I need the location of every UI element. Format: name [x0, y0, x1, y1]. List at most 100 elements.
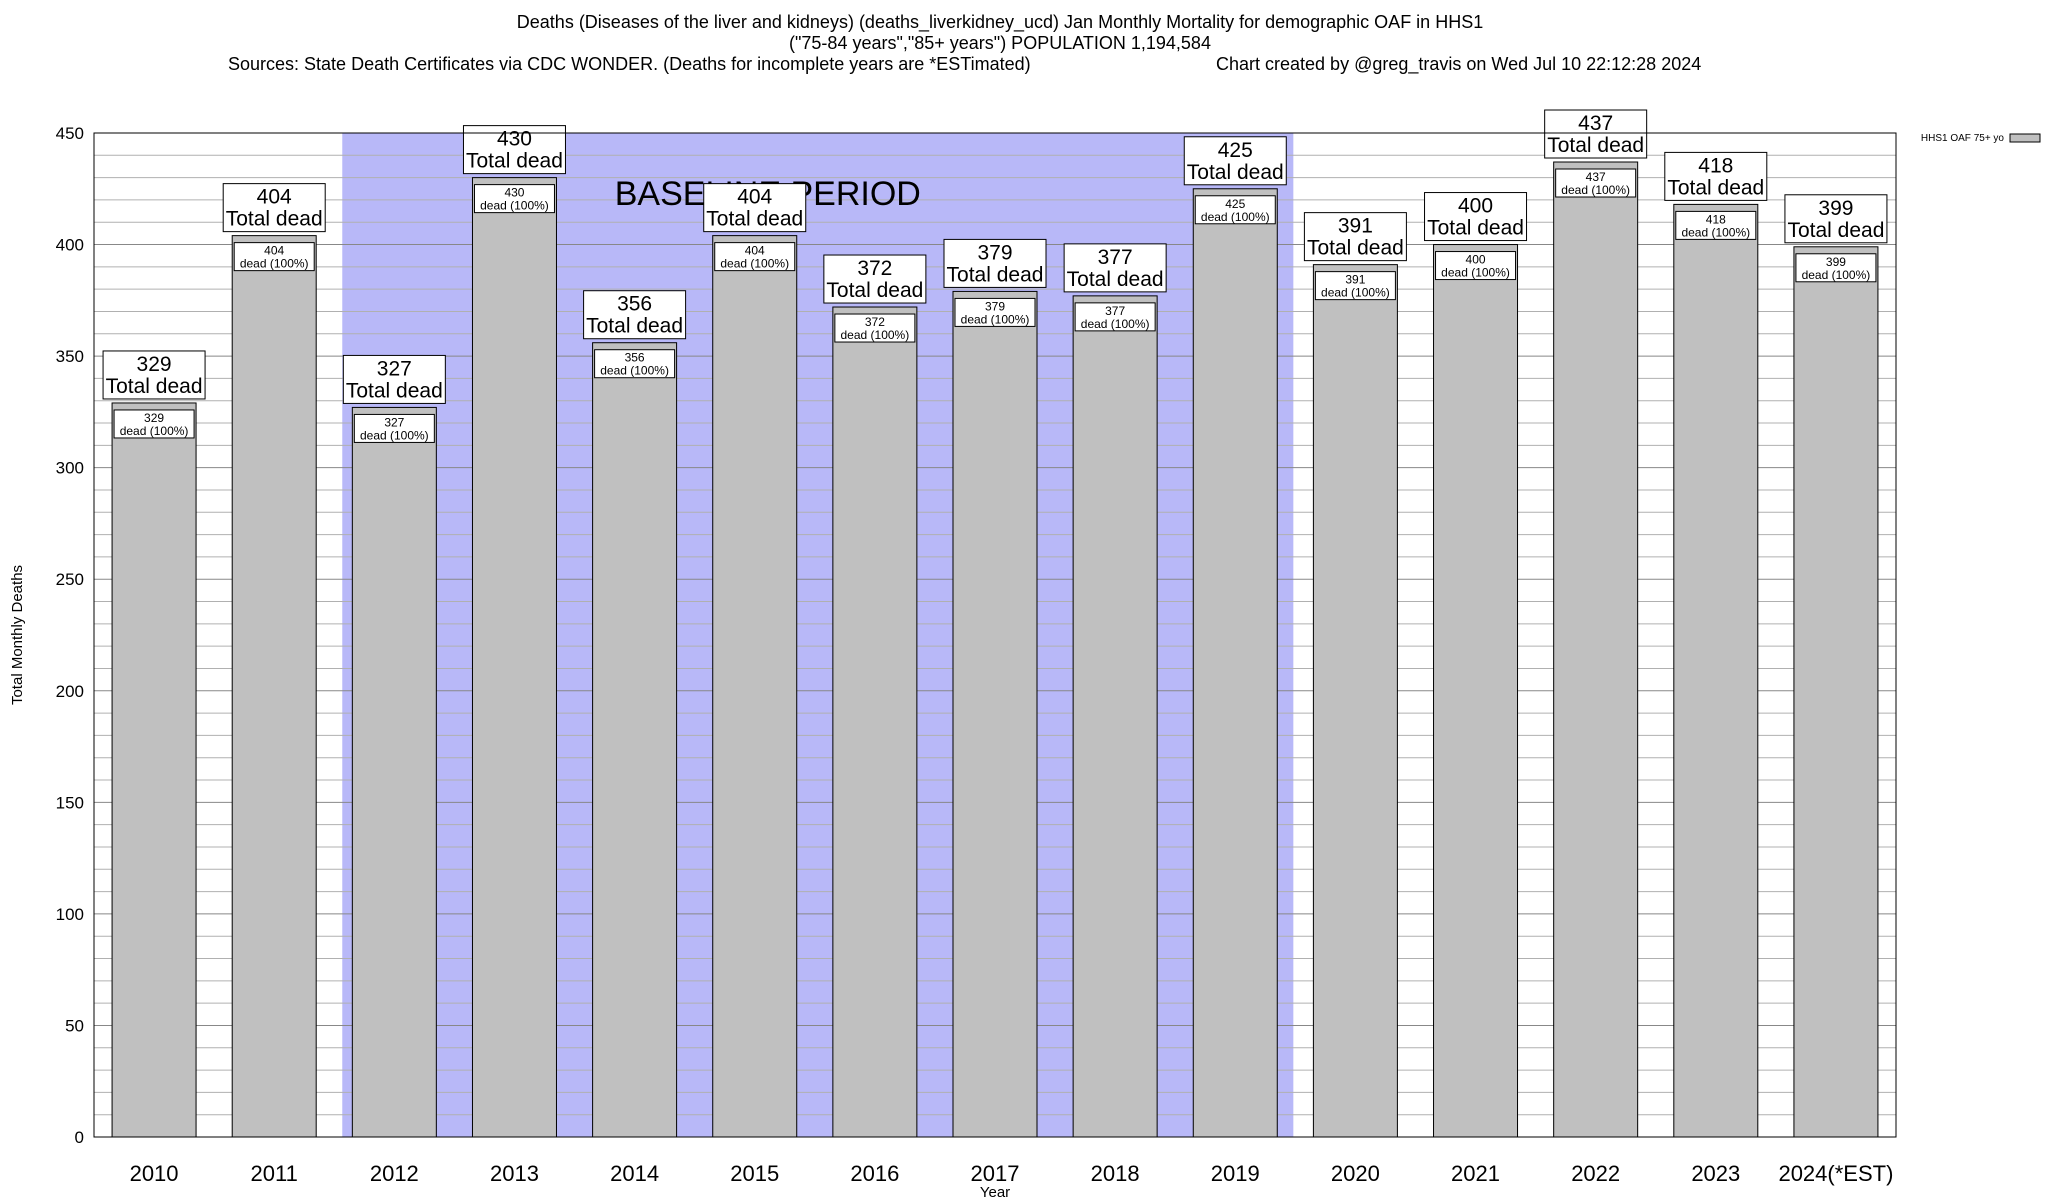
bar-inner-label: dead (100%)	[360, 428, 429, 442]
bar-inner-value: 377	[1105, 304, 1125, 318]
bar	[1793, 246, 1879, 1138]
bar-total-value: 404	[257, 186, 292, 209]
bar-total-value: 391	[1338, 215, 1373, 238]
bar-inner-label-box	[1074, 302, 1156, 332]
bar	[111, 402, 197, 1138]
y-tick-label: 50	[65, 1016, 84, 1035]
bar-total-label: Total dead	[1547, 134, 1644, 157]
legend-label: HHS1 OAF 75+ yo	[1921, 133, 2005, 144]
bar-inner-value: 400	[1466, 253, 1486, 267]
bar-total-value: 400	[1458, 195, 1493, 218]
bar-total-label: Total dead	[586, 315, 683, 338]
bar-total-label-box	[102, 350, 206, 400]
x-tick-label: 2020	[1331, 1161, 1380, 1186]
bar-inner-label: dead (100%)	[600, 364, 669, 378]
bar-inner-value: 404	[264, 244, 284, 258]
bar-total-label: Total dead	[1427, 217, 1524, 240]
bar-total-label: Total dead	[1787, 219, 1884, 242]
bar-inner-value: 418	[1706, 212, 1726, 226]
bar	[1312, 264, 1398, 1138]
bar-inner-label-box	[1555, 168, 1637, 198]
bar-inner-label: dead (100%)	[720, 257, 789, 271]
bar-total-value: 356	[617, 293, 652, 316]
bar-inner-label-box	[714, 242, 796, 272]
y-tick-label: 300	[56, 459, 84, 478]
bar-total-label: Total dead	[1067, 268, 1164, 291]
y-tick-label: 150	[56, 793, 84, 812]
bar-inner-label-box	[233, 242, 315, 272]
bar-inner-value: 399	[1826, 255, 1846, 269]
bar-total-value: 327	[377, 357, 412, 380]
bar-total-label: Total dead	[466, 150, 563, 173]
bar-total-label-box	[703, 183, 807, 233]
bar	[1673, 203, 1759, 1138]
bar-total-label: Total dead	[1307, 237, 1404, 260]
bar	[351, 406, 437, 1138]
x-axis-title: Year	[980, 1184, 1010, 1200]
bar-total-label: Total dead	[106, 375, 203, 398]
bar-total-value: 418	[1698, 154, 1733, 177]
x-tick-label: 2023	[1691, 1161, 1740, 1186]
bar-inner-value: 327	[384, 415, 404, 429]
bar-total-label-box	[342, 354, 446, 404]
y-tick-label: 400	[56, 236, 84, 255]
bar-inner-label-box	[954, 297, 1036, 327]
x-tick-label: 2011	[251, 1161, 298, 1186]
bar-total-label-box	[462, 125, 566, 175]
bar-inner-value: 356	[625, 351, 645, 365]
bar-total-label: Total dead	[346, 379, 443, 402]
bar-total-label: Total dead	[1187, 161, 1284, 184]
bar	[592, 342, 678, 1138]
bar-inner-label: dead (100%)	[1081, 317, 1150, 331]
x-tick-label: 2017	[971, 1161, 1020, 1186]
bar-inner-label-box	[473, 184, 555, 214]
bar-inner-label-box	[594, 349, 676, 379]
bar-inner-label-box	[1675, 210, 1757, 240]
bar	[1192, 188, 1278, 1138]
bar-total-label: Total dead	[947, 263, 1044, 286]
bar-total-label-box	[943, 238, 1047, 288]
bar	[1553, 161, 1639, 1138]
bar	[471, 177, 557, 1138]
bar	[952, 290, 1038, 1138]
bar-total-label-box	[1424, 192, 1528, 242]
chart-title-line1: Deaths (Diseases of the liver and kidney…	[516, 12, 1484, 32]
bar-total-value: 425	[1218, 139, 1253, 162]
bar-total-label: Total dead	[706, 208, 803, 231]
bar	[1072, 295, 1158, 1138]
x-tick-label: 2010	[130, 1161, 179, 1186]
bar-total-value: 379	[977, 241, 1012, 264]
legend-swatch	[2009, 133, 2041, 143]
bar-total-label-box	[1784, 194, 1888, 244]
bar-inner-value: 425	[1225, 197, 1245, 211]
bar-inner-label: dead (100%)	[1681, 225, 1750, 239]
bar-total-label-box	[823, 254, 927, 304]
bar-inner-label: dead (100%)	[1561, 183, 1630, 197]
bar-total-label-box	[1303, 212, 1407, 262]
bar-total-value: 430	[497, 128, 532, 151]
bar-inner-label: dead (100%)	[1321, 286, 1390, 300]
bar-total-label: Total dead	[226, 208, 323, 231]
y-tick-label: 450	[56, 124, 84, 143]
bar-inner-label-box	[1194, 195, 1276, 225]
bar-total-value: 399	[1818, 197, 1853, 220]
bar-inner-label-box	[1435, 251, 1517, 281]
bar-inner-value: 430	[504, 186, 524, 200]
bar	[712, 235, 798, 1138]
bar-total-label-box	[222, 183, 326, 233]
bar-total-label: Total dead	[1667, 176, 1764, 199]
x-tick-label: 2019	[1211, 1161, 1260, 1186]
bar-inner-value: 437	[1586, 170, 1606, 184]
bar-total-label-box	[1183, 136, 1287, 186]
x-tick-label: 2024(*EST)	[1778, 1161, 1893, 1186]
bar-inner-label-box	[353, 413, 435, 443]
bar-total-label-box	[1063, 243, 1167, 293]
chart-sources: Sources: State Death Certificates via CD…	[228, 54, 1031, 74]
bar-inner-value: 329	[144, 411, 164, 425]
x-tick-label: 2014	[610, 1161, 659, 1186]
y-tick-label: 100	[56, 905, 84, 924]
y-tick-label: 350	[56, 347, 84, 366]
chart-created-by: Chart created by @greg_travis on Wed Jul…	[1216, 54, 1702, 74]
x-tick-label: 2022	[1571, 1161, 1620, 1186]
